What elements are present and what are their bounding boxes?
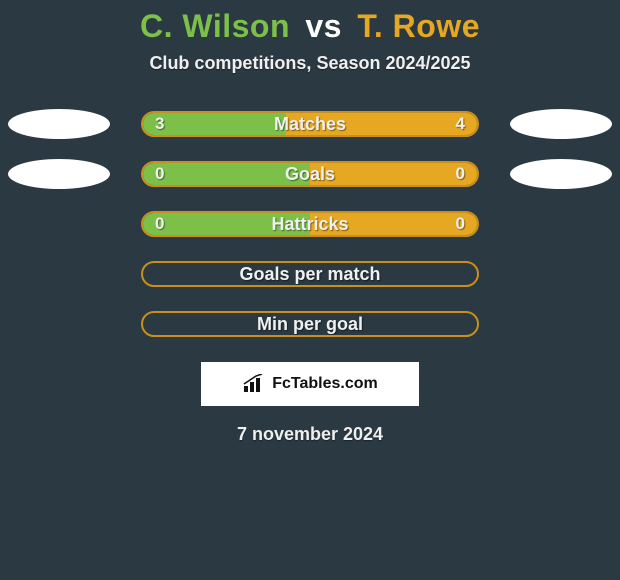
stat-label: Min per goal bbox=[143, 313, 477, 335]
stat-row: 0Goals0 bbox=[0, 160, 620, 188]
date-label: 7 november 2024 bbox=[237, 424, 383, 445]
bar-fill-left bbox=[143, 163, 310, 185]
bar-chart-icon bbox=[242, 374, 266, 394]
bar-fill-left bbox=[143, 113, 286, 135]
player1-marker bbox=[8, 159, 110, 189]
subtitle: Club competitions, Season 2024/2025 bbox=[149, 53, 470, 74]
stat-bar: Goals per match bbox=[141, 261, 479, 287]
stat-row: 0Hattricks0 bbox=[0, 210, 620, 238]
comparison-rows: 3Matches4 0Goals0 0Hattricks0 Goals per mat… bbox=[0, 110, 620, 338]
stat-row: 3Matches4 bbox=[0, 110, 620, 138]
stat-bar: 3Matches4 bbox=[141, 111, 479, 137]
player2-marker bbox=[510, 159, 612, 189]
stat-label: Goals per match bbox=[143, 263, 477, 285]
stat-bar: Min per goal bbox=[141, 311, 479, 337]
bar-fill-right bbox=[310, 163, 477, 185]
vs-text: vs bbox=[305, 8, 342, 44]
page-title: C. Wilson vs T. Rowe bbox=[140, 8, 480, 45]
bar-fill-right bbox=[286, 113, 477, 135]
stat-row: Min per goal bbox=[0, 310, 620, 338]
brand-text: FcTables.com bbox=[272, 375, 378, 393]
player1-name: C. Wilson bbox=[140, 8, 290, 44]
player2-name: T. Rowe bbox=[357, 8, 480, 44]
bar-fill-left bbox=[143, 213, 310, 235]
stat-row: Goals per match bbox=[0, 260, 620, 288]
player2-marker bbox=[510, 109, 612, 139]
stat-bar: 0Hattricks0 bbox=[141, 211, 479, 237]
player1-marker bbox=[8, 109, 110, 139]
brand-box[interactable]: FcTables.com bbox=[201, 362, 419, 406]
bar-fill-right bbox=[310, 213, 477, 235]
stat-bar: 0Goals0 bbox=[141, 161, 479, 187]
